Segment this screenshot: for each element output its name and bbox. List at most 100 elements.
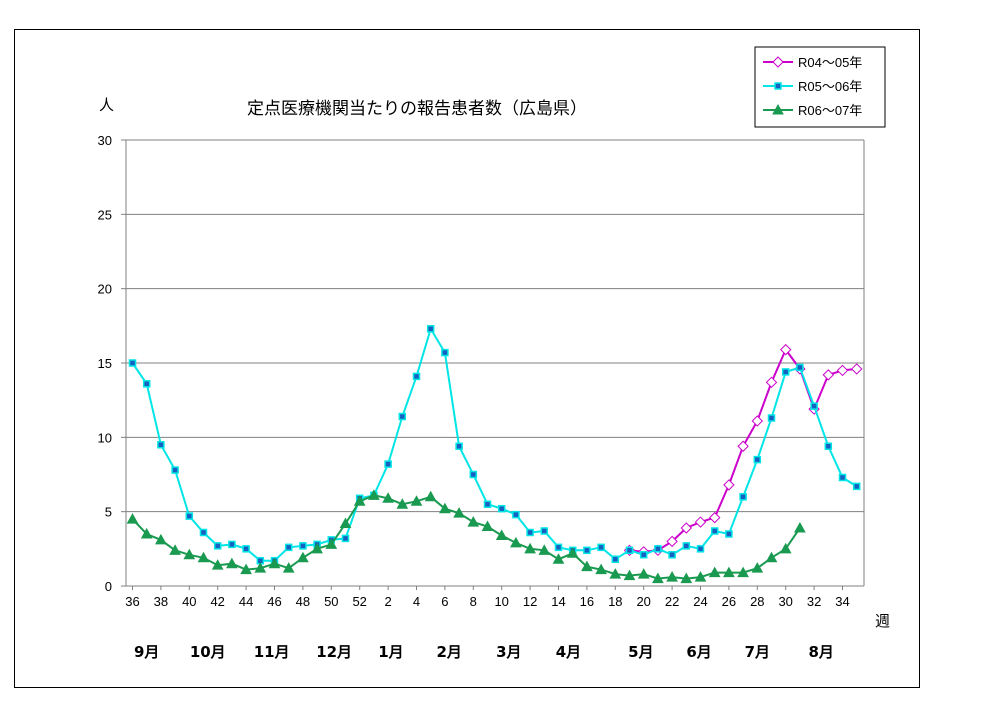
- data-point: [398, 412, 407, 421]
- data-point: [611, 555, 620, 563]
- data-point: [753, 455, 762, 464]
- month-label: 2月: [436, 643, 461, 661]
- data-point: [410, 495, 423, 506]
- data-point: [623, 569, 636, 581]
- y-tick-label: 5: [105, 505, 112, 520]
- data-point: [737, 566, 749, 578]
- month-label: 3月: [496, 643, 521, 661]
- data-point: [213, 542, 222, 550]
- data-point: [297, 551, 309, 563]
- data-point: [772, 56, 784, 68]
- y-tick-label: 25: [98, 207, 112, 222]
- y-tick-label: 20: [98, 282, 112, 297]
- data-point: [694, 571, 707, 582]
- data-point: [412, 372, 421, 381]
- data-point: [483, 500, 492, 508]
- data-point: [126, 513, 139, 524]
- data-point: [779, 343, 792, 356]
- data-point: [796, 363, 804, 372]
- data-point: [226, 557, 238, 569]
- x-tick-label: 18: [608, 594, 622, 609]
- x-tick-label: 46: [267, 594, 281, 609]
- data-point: [284, 543, 293, 552]
- x-tick-label: 22: [665, 594, 679, 609]
- month-label: 1月: [378, 643, 403, 661]
- legend-label: R06～07年: [798, 103, 862, 118]
- data-point: [680, 572, 693, 584]
- data-point: [682, 542, 691, 550]
- data-point: [850, 363, 863, 375]
- data-point: [424, 490, 437, 502]
- data-point: [240, 563, 252, 575]
- x-tick-label: 8: [470, 594, 477, 609]
- data-point: [751, 415, 764, 427]
- data-point: [299, 542, 307, 550]
- month-label: 10月: [190, 643, 226, 661]
- data-point: [739, 493, 747, 501]
- data-point: [268, 557, 281, 569]
- data-point: [254, 562, 267, 573]
- series-group: [623, 343, 863, 558]
- data-point: [779, 542, 792, 554]
- data-point: [822, 369, 835, 381]
- data-point: [157, 441, 165, 449]
- x-tick-label: 2: [384, 594, 391, 609]
- data-point: [228, 540, 236, 549]
- data-point: [353, 495, 366, 506]
- data-point: [595, 563, 607, 575]
- data-point: [765, 551, 778, 563]
- x-tick-label: 24: [693, 594, 707, 609]
- data-point: [396, 498, 409, 509]
- chart-title: 定点医療機関当たりの報告患者数（広島県）: [247, 99, 587, 119]
- data-point: [197, 551, 210, 563]
- data-point: [708, 566, 721, 578]
- month-label: 5月: [628, 643, 653, 661]
- data-point: [772, 103, 784, 115]
- month-label: 9月: [134, 643, 159, 661]
- data-point: [467, 516, 480, 527]
- data-point: [524, 542, 536, 554]
- x-axis-label: 週: [875, 612, 890, 630]
- data-point: [723, 566, 735, 578]
- data-point: [566, 547, 579, 558]
- data-point: [774, 82, 782, 90]
- data-point: [696, 545, 705, 553]
- legend: R04～05年 R05～06年 R06～07年: [754, 46, 886, 128]
- data-point: [497, 504, 506, 513]
- data-point: [142, 380, 151, 388]
- data-point: [426, 325, 435, 333]
- data-point: [140, 527, 153, 539]
- series-group: [126, 489, 806, 584]
- data-point: [794, 521, 806, 533]
- legend-label: R04～05年: [798, 55, 862, 70]
- data-point: [495, 529, 508, 540]
- data-point: [384, 460, 392, 468]
- data-point: [368, 489, 380, 500]
- data-point: [128, 359, 137, 367]
- data-point: [609, 568, 622, 579]
- x-tick-label: 44: [239, 594, 253, 609]
- data-point: [554, 543, 563, 552]
- data-point: [526, 528, 534, 537]
- x-tick-label: 26: [722, 594, 736, 609]
- data-point: [439, 502, 451, 514]
- data-point: [737, 440, 749, 452]
- month-label: 8月: [808, 643, 833, 661]
- x-tick-label: 36: [125, 594, 139, 609]
- x-tick-label: 42: [210, 594, 224, 609]
- month-label: 11月: [254, 643, 290, 661]
- data-point: [767, 414, 776, 422]
- month-label: 12月: [316, 643, 352, 661]
- x-tick-label: 6: [441, 594, 448, 609]
- x-tick-label: 38: [154, 594, 168, 609]
- month-label: 6月: [686, 643, 711, 661]
- x-tick-label: 12: [523, 594, 537, 609]
- data-point: [765, 376, 778, 389]
- x-tick-label: 16: [580, 594, 594, 609]
- data-point: [469, 470, 478, 479]
- data-point: [171, 466, 179, 474]
- y-tick-label: 15: [98, 356, 112, 371]
- data-point: [510, 536, 522, 548]
- data-point: [852, 482, 861, 491]
- data-point: [824, 442, 833, 451]
